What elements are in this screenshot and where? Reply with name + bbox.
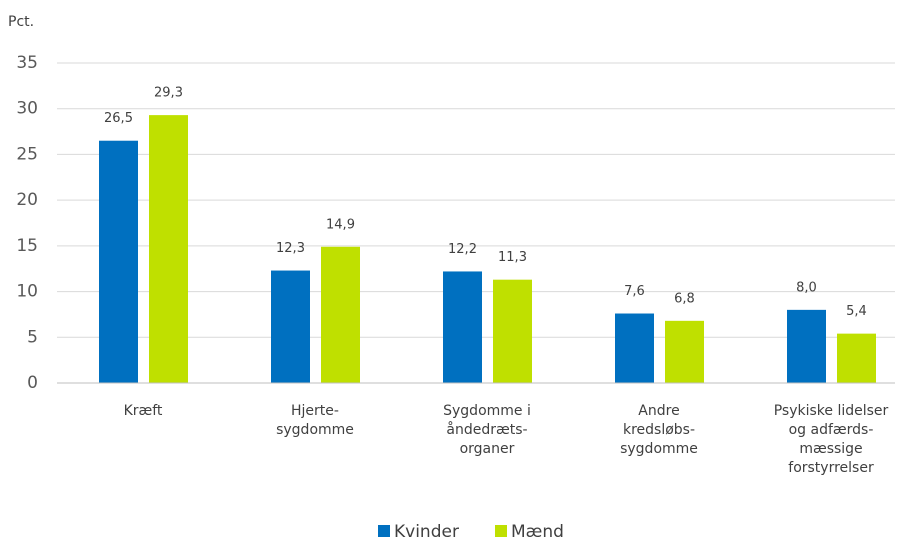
x-tick-label: Kræft: [124, 403, 163, 419]
y-axis-label: Pct.: [8, 14, 34, 30]
y-tick-label: 25: [16, 144, 38, 164]
x-tick-label-line: og adfærds-: [789, 422, 874, 438]
x-tick-label-line: mæssige: [799, 441, 862, 457]
x-tick-label-line: Psykiske lidelser: [774, 403, 889, 419]
x-tick-label: Hjerte-sygdomme: [276, 403, 354, 438]
data-label: 6,8: [674, 291, 695, 306]
legend-swatch: [378, 525, 390, 537]
data-label: 12,3: [276, 241, 305, 256]
data-label: 12,2: [448, 242, 477, 257]
bar: [271, 270, 310, 383]
data-label: 7,6: [624, 284, 645, 299]
x-tick-label: Sygdomme i åndedræts-organer: [443, 403, 531, 457]
legend-label: Mænd: [511, 522, 564, 540]
bar: [615, 313, 654, 383]
x-tick-label-line: sygdomme: [276, 422, 354, 438]
legend-label: Kvinder: [394, 522, 459, 540]
x-tick-label: Psykiske lidelser og adfærds-mæssige forst…: [774, 403, 889, 476]
bar: [321, 246, 360, 383]
bar: [665, 320, 704, 383]
data-label: 11,3: [498, 250, 527, 265]
data-label: 8,0: [796, 280, 817, 295]
y-tick-label: 5: [27, 327, 38, 347]
bar: [443, 271, 482, 383]
bar: [99, 140, 138, 383]
data-label: 29,3: [154, 86, 183, 101]
x-tick-label-line: Kræft: [124, 403, 163, 419]
data-label: 14,9: [326, 217, 355, 232]
x-tick-label-line: sygdomme: [620, 441, 698, 457]
bar: [837, 333, 876, 383]
x-tick-label-line: Sygdomme i: [443, 403, 531, 419]
y-tick-label: 10: [16, 282, 38, 302]
x-tick-label-line: åndedræts-: [446, 421, 527, 438]
data-label: 5,4: [846, 304, 867, 319]
x-tick-label-line: kredsløbs-: [623, 422, 695, 438]
x-tick-label-line: organer: [460, 441, 515, 457]
data-label: 26,5: [104, 111, 133, 126]
bar: [493, 279, 532, 383]
x-tick-label: Andre kredsløbs-sygdomme: [620, 403, 698, 457]
x-tick-label-line: Hjerte-: [291, 403, 339, 419]
y-tick-label: 30: [16, 99, 38, 119]
bar: [787, 309, 826, 383]
y-tick-label: 15: [16, 236, 38, 256]
y-tick-label: 20: [16, 190, 38, 210]
x-tick-label-line: Andre: [638, 403, 679, 419]
bar: [149, 115, 188, 383]
y-tick-label: 35: [16, 53, 38, 73]
legend-swatch: [495, 525, 507, 537]
y-tick-label: 0: [27, 373, 38, 393]
x-tick-label-line: forstyrrelser: [788, 460, 874, 476]
